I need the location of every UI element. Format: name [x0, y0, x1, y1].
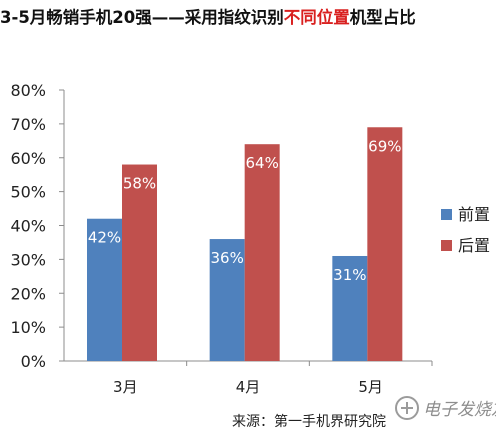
- bar-front: [209, 239, 245, 361]
- bar-rear: [244, 144, 280, 361]
- x-tick-label: 4月: [236, 378, 261, 396]
- bar-chart: 0% 10% 20% 30% 40% 50% 60% 70% 80% 3月 4月 5月 42% 36% 31…: [10, 81, 490, 430]
- x-tick-label: 3月: [113, 378, 138, 396]
- data-label: 42%: [88, 229, 121, 247]
- data-label: 64%: [245, 154, 278, 172]
- y-tick-label: 10%: [10, 318, 46, 337]
- legend-swatch: [441, 209, 452, 220]
- legend-label: 前置: [458, 205, 490, 224]
- source-note: 来源：第一手机界研究院: [232, 413, 386, 430]
- bar-rear: [122, 164, 157, 361]
- chart-title-suffix: 机型占比: [349, 8, 416, 27]
- y-tick-label: 80%: [10, 81, 46, 100]
- y-tick-label: 0%: [21, 352, 46, 371]
- data-label: 58%: [123, 175, 156, 193]
- y-tick-label: 30%: [10, 250, 46, 269]
- chart-title: 3-5月畅销手机20强——采用指纹识别不同位置机型占比: [0, 2, 500, 34]
- y-tick-label: 20%: [10, 284, 46, 303]
- y-tick-label: 50%: [10, 183, 46, 202]
- x-tick-label: 5月: [358, 378, 383, 396]
- watermark-text: 电子发烧友: [423, 400, 496, 420]
- y-tick-label: 70%: [10, 115, 46, 134]
- legend-swatch: [441, 240, 452, 251]
- bar-front: [87, 218, 122, 361]
- chart-title-highlight: 不同位置: [283, 8, 350, 27]
- bar-front: [332, 255, 368, 361]
- chart-panel: 0% 10% 20% 30% 40% 50% 60% 70% 80% 3月 4月 5月 42% 36% 31…: [0, 70, 500, 434]
- bar-rear: [367, 127, 403, 361]
- watermark-logo: 电子发烧友: [395, 396, 496, 420]
- chart-title-prefix: 3-5月畅销手机20强——采用指纹识别: [0, 8, 284, 27]
- y-tick-label: 40%: [10, 217, 46, 236]
- legend-label: 后置: [458, 236, 490, 255]
- y-tick-label: 60%: [10, 149, 46, 168]
- data-label: 36%: [210, 249, 243, 267]
- data-label: 69%: [368, 137, 401, 155]
- data-label: 31%: [333, 266, 366, 284]
